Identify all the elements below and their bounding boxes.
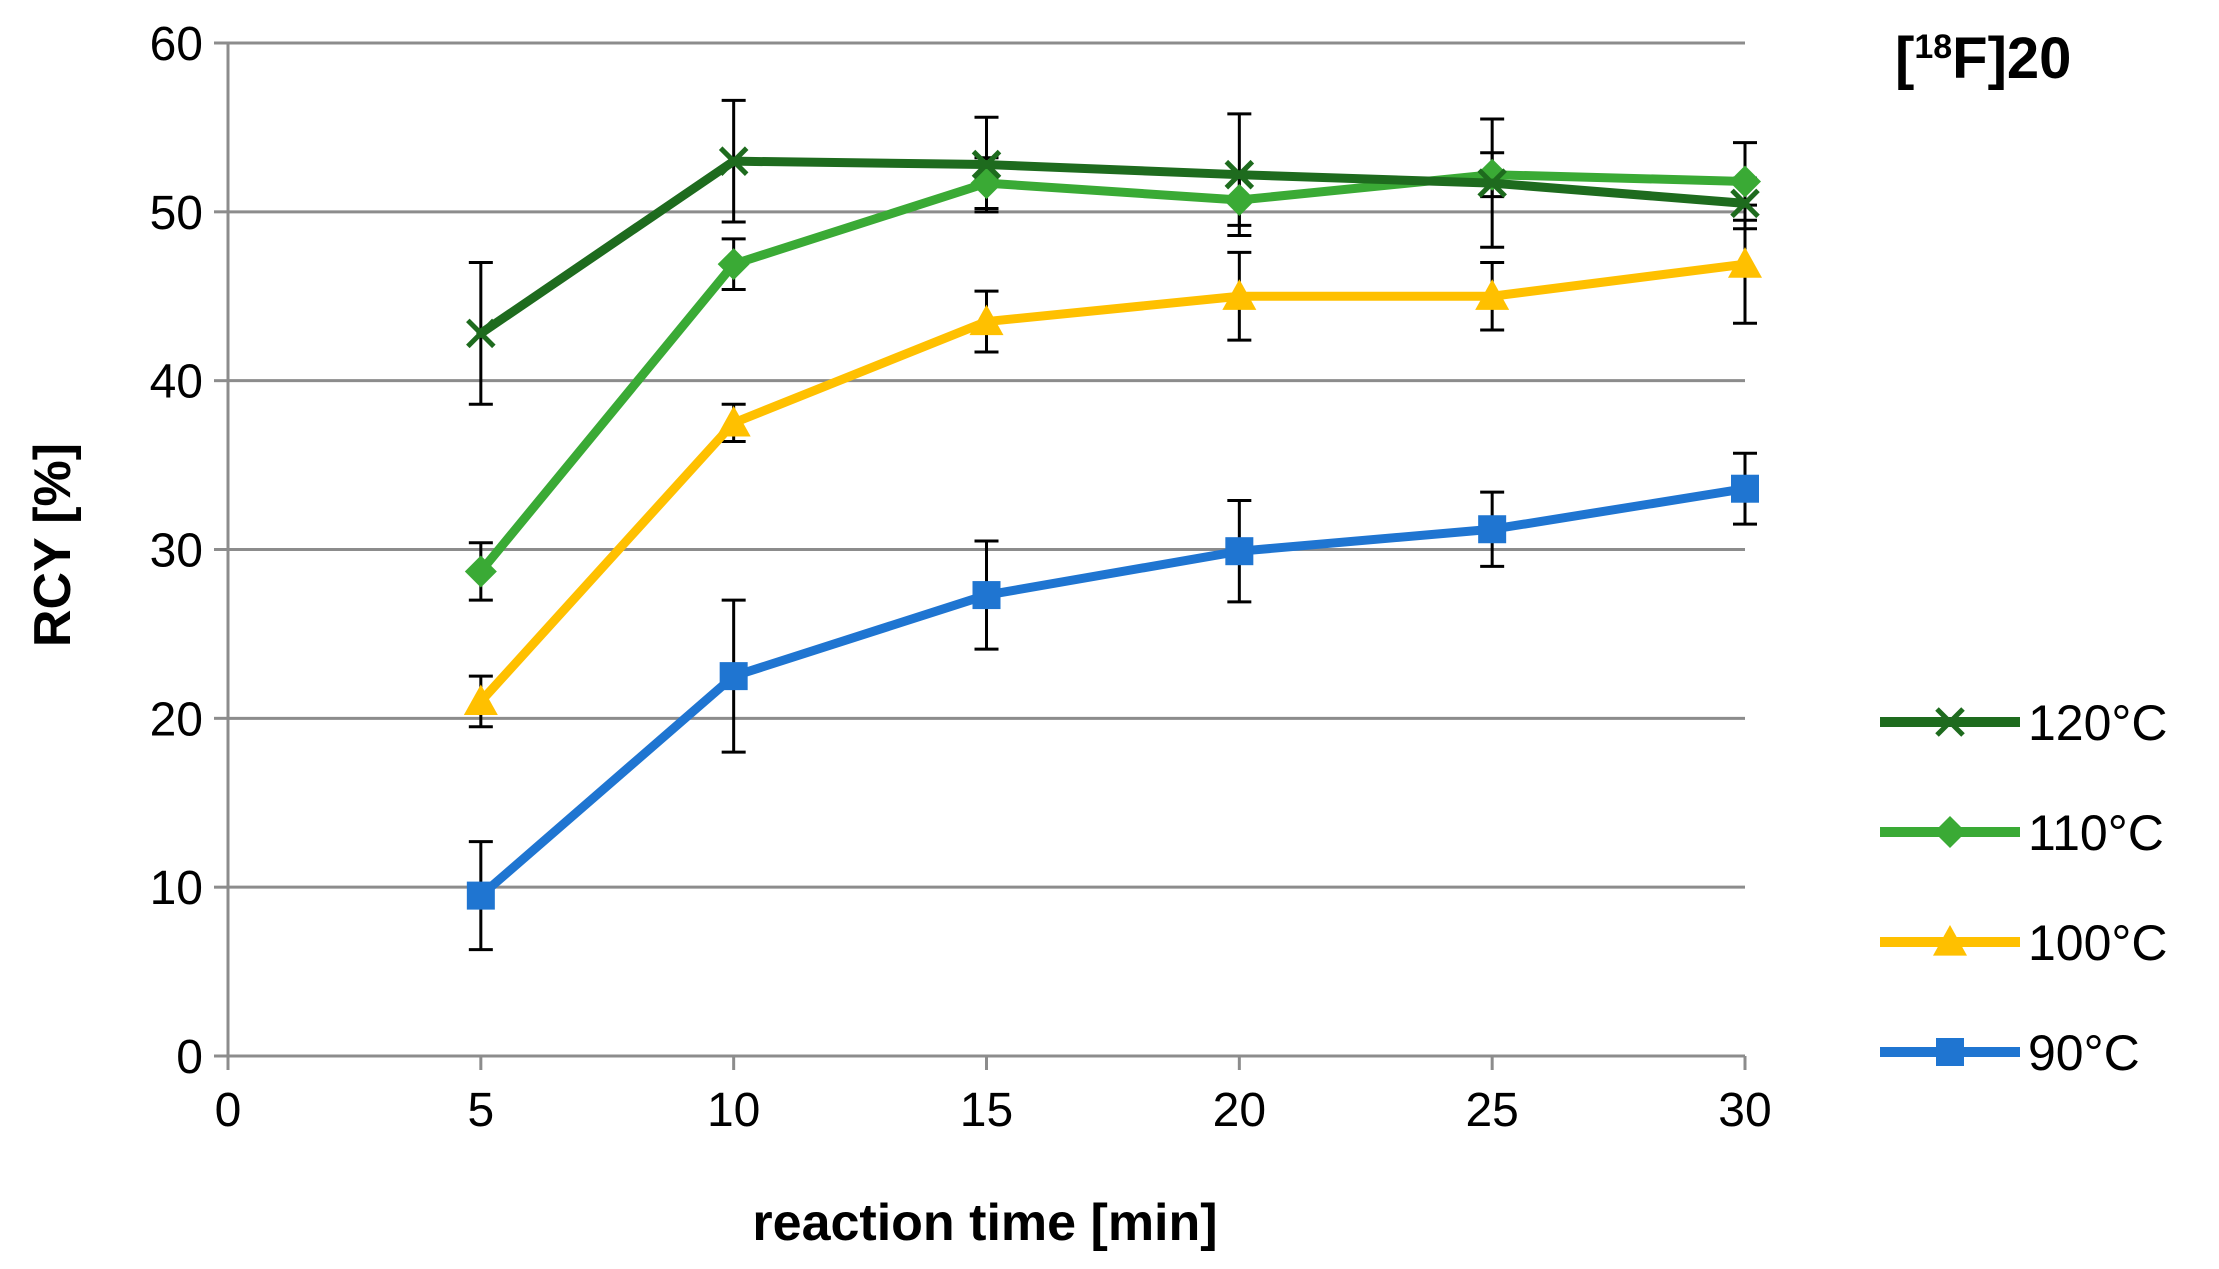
series-line: [476, 484, 1750, 901]
data-point: [466, 881, 495, 910]
data-point: [1223, 184, 1256, 217]
data-point: [1730, 188, 1760, 219]
legend: 120°C 110°C 100°C 90°C: [1880, 695, 2168, 1081]
legend-label: 90°C: [2028, 1025, 2140, 1081]
data-point: [463, 684, 498, 716]
y-tick-label: 20: [150, 693, 203, 746]
x-tick-label: 25: [1465, 1084, 1518, 1137]
x-tick-label: 10: [707, 1084, 760, 1137]
y-tick-label: 40: [150, 356, 203, 409]
legend-marker: [1936, 1038, 1964, 1066]
series-lines: [463, 146, 1762, 910]
series-line: [476, 156, 1750, 338]
y-axis-title: RCY [%]: [24, 443, 82, 647]
data-point: [1728, 247, 1762, 278]
legend-marker: [1934, 816, 1966, 848]
data-point: [1475, 279, 1510, 310]
data-point: [1224, 159, 1255, 190]
y-tick-label: 50: [150, 187, 203, 240]
chart-title-superscript: 18: [1914, 28, 1952, 66]
x-tick-label: 20: [1213, 1084, 1266, 1137]
data-point: [1729, 165, 1761, 198]
y-tick-label: 10: [150, 862, 203, 915]
data-point: [1477, 168, 1507, 198]
y-tick-label: 0: [176, 1031, 203, 1084]
x-tick-label: 15: [960, 1084, 1013, 1137]
data-point: [971, 149, 1002, 180]
x-axis-title: reaction time [min]: [752, 1194, 1217, 1252]
error-bars: [468, 98, 1757, 952]
data-point: [464, 555, 497, 588]
legend-label: 120°C: [2028, 695, 2168, 751]
x-tick-label: 5: [467, 1084, 494, 1137]
series-line: [476, 170, 1750, 576]
x-tick-label: 30: [1718, 1084, 1771, 1137]
data-point: [1225, 537, 1254, 566]
legend-marker: [1935, 707, 1965, 737]
data-point: [970, 167, 1003, 200]
y-tick-label: 30: [150, 525, 203, 578]
legend-marker: [1933, 925, 1967, 956]
chart-title-suffix: F]20: [1952, 26, 2071, 91]
data-point: [719, 662, 748, 691]
chart-title: [18F]20: [1895, 26, 2071, 91]
data-point: [1731, 474, 1759, 503]
data-point: [717, 248, 750, 281]
data-point: [1222, 279, 1257, 310]
data-point: [466, 318, 496, 349]
chart-title-prefix: [: [1895, 26, 1914, 91]
data-point: [1478, 515, 1507, 544]
tick-labels: 0 10 20 30 40 50 60 0 5 10 15 20 25 30: [150, 18, 1772, 1137]
data-point: [969, 304, 1004, 336]
legend-label: 110°C: [2028, 805, 2164, 861]
series-line: [476, 259, 1750, 706]
data-point: [972, 581, 1001, 610]
axes: [214, 41, 1747, 1070]
legend-label: 100°C: [2028, 915, 2168, 971]
x-tick-label: 0: [215, 1084, 242, 1137]
y-tick-label: 60: [150, 18, 203, 71]
data-point: [718, 146, 749, 176]
data-point: [716, 405, 751, 437]
